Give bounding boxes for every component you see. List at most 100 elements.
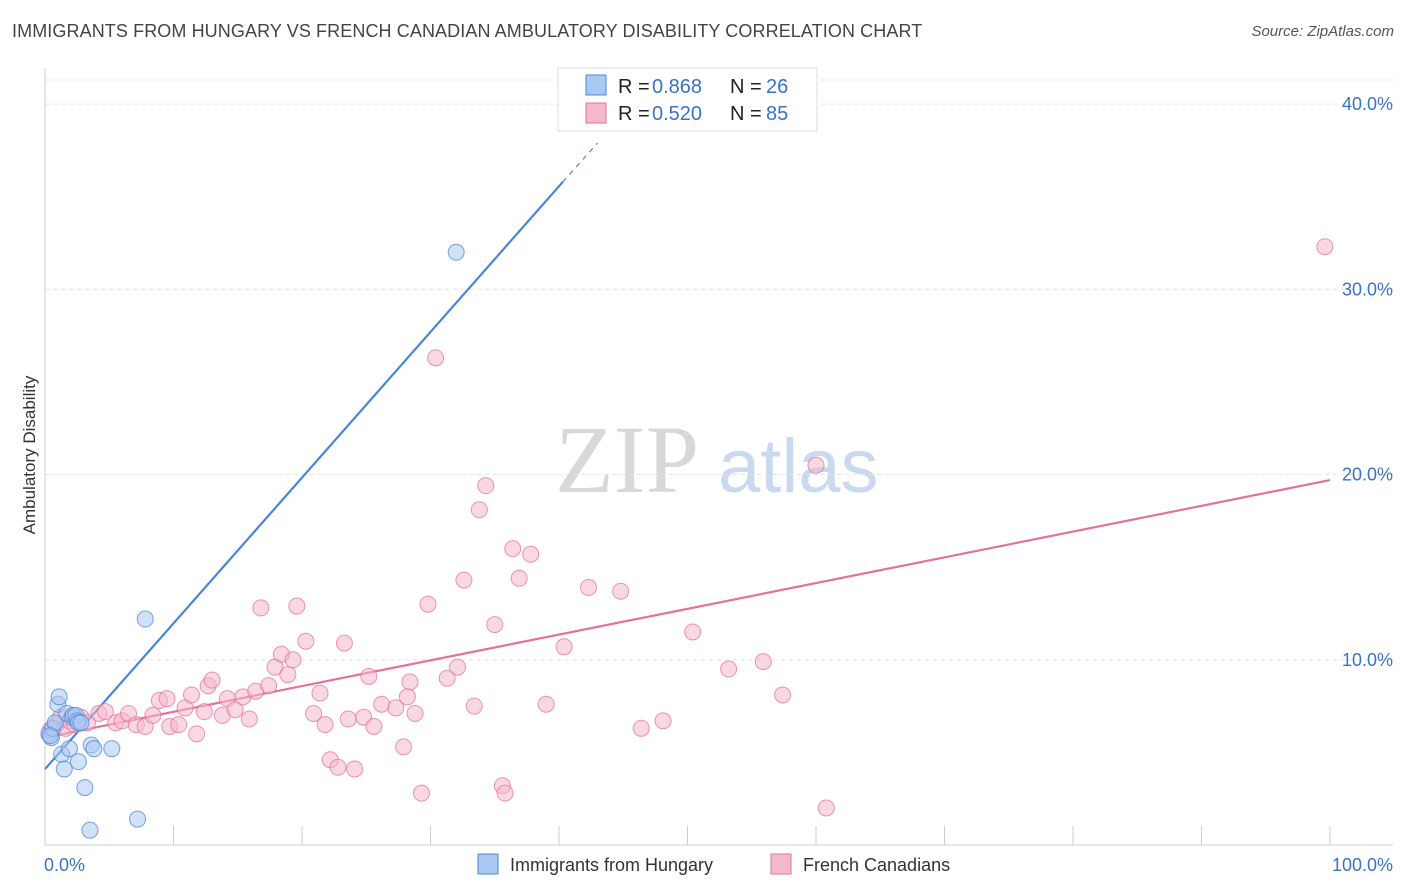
french-canadians-point: [346, 760, 364, 778]
french-canadians-point: [226, 701, 244, 719]
y-tick-labels: 10.0% 20.0% 30.0% 40.0%: [1342, 94, 1393, 670]
french-canadians-point: [365, 717, 383, 735]
french-canadians-point: [329, 758, 347, 776]
french-canadians-point: [240, 710, 258, 728]
watermark: ZIP atlas: [555, 406, 879, 513]
legend-r-value-french-canadians: 0.520: [652, 103, 702, 125]
hungary-point: [447, 243, 465, 261]
french-canadians-point: [203, 671, 221, 689]
french-canadians-point: [297, 632, 315, 650]
source-label: Source: ZipAtlas.com: [1251, 23, 1394, 40]
french-canadians-point: [401, 673, 419, 691]
french-canadians-point: [398, 688, 416, 706]
french-canadians-point: [311, 684, 329, 702]
hungary-point: [55, 760, 73, 778]
french-canadians-point: [477, 477, 495, 495]
hungary-point: [81, 821, 99, 839]
french-canadians-point: [1316, 238, 1334, 256]
french-canadians-point: [522, 545, 540, 563]
french-canadians-point: [170, 716, 188, 734]
french-canadians-point: [413, 784, 431, 802]
hungary-point: [85, 740, 103, 758]
french-canadians-point: [284, 651, 302, 669]
hungary-point: [69, 753, 87, 771]
french-canadians-point: [684, 623, 702, 641]
hungary-point: [136, 610, 154, 628]
french-canadians-point: [158, 690, 176, 708]
hungary-point: [50, 688, 68, 706]
french-canadians-point: [279, 666, 297, 684]
french-canadians-point: [182, 686, 200, 704]
french-canadians-point: [465, 697, 483, 715]
y-tick-label-20: 20.0%: [1342, 465, 1393, 485]
french-canadians-point: [360, 667, 378, 685]
french-canadians-point: [373, 695, 391, 713]
legend-swatch-french-canadians: [585, 102, 607, 124]
french-canadians-point: [395, 738, 413, 756]
legend-r-label-hungary: R =: [618, 76, 650, 98]
hungary-point: [103, 740, 121, 758]
hungary-trend-extension: [562, 142, 598, 183]
hungary-trend-line: [44, 181, 564, 770]
french-canadians-point: [654, 712, 672, 730]
series-legend: Immigrants from Hungary French Canadians: [477, 853, 950, 875]
french-canadians-point: [427, 349, 445, 367]
y-tick-label-40: 40.0%: [1342, 94, 1393, 114]
hungary-point: [72, 714, 90, 732]
hungary-point: [76, 779, 94, 797]
french-canadians-point: [419, 595, 437, 613]
french-canadians-point: [96, 703, 114, 721]
legend-n-value-hungary: 26: [766, 76, 788, 98]
french-canadians-point: [496, 784, 514, 802]
watermark-atlas: atlas: [718, 424, 879, 509]
gridlines: [45, 79, 1393, 661]
french-canadians-point: [555, 638, 573, 656]
legend-n-value-french-canadians: 85: [766, 103, 788, 125]
french-canadians-point: [195, 703, 213, 721]
french-canadians-point: [455, 571, 473, 589]
french-canadians-point: [288, 597, 306, 615]
legend-n-label-french-canadians: N =: [730, 103, 762, 125]
french-canadians-point: [632, 719, 650, 737]
correlation-legend: R = 0.868 N = 26 R = 0.520 N = 85: [557, 67, 818, 132]
french-canadians-point: [339, 710, 357, 728]
french-canadians-point: [470, 501, 488, 519]
y-tick-label-10: 10.0%: [1342, 650, 1393, 670]
french-canadians-point: [486, 616, 504, 634]
french-canadians-point: [387, 699, 405, 717]
french-canadians-point: [754, 653, 772, 671]
french-canadians-point: [537, 695, 555, 713]
legend-r-label-french-canadians: R =: [618, 103, 650, 125]
french-canadians-point: [260, 677, 278, 695]
legend-r-value-hungary: 0.868: [652, 76, 702, 98]
french-canadians-point: [406, 704, 424, 722]
french-canadians-point: [252, 599, 270, 617]
bottom-legend-label-hungary: Immigrants from Hungary: [510, 855, 713, 875]
french-canadians-point: [580, 579, 598, 597]
y-axis-title: Ambulatory Disability: [20, 375, 39, 534]
legend-swatch-hungary: [585, 74, 607, 96]
x-tick-label-min: 0.0%: [44, 855, 85, 875]
french-canadians-point: [720, 660, 738, 678]
french-canadians-point: [316, 716, 334, 734]
data-points: [40, 238, 1334, 839]
legend-n-label-hungary: N =: [730, 76, 762, 98]
x-tick-label-max: 100.0%: [1332, 855, 1393, 875]
french-canadians-point: [335, 634, 353, 652]
hungary-point: [129, 810, 147, 828]
bottom-legend-swatch-hungary: [477, 853, 499, 875]
french-canadians-point: [612, 582, 630, 600]
french-canadians-point: [504, 540, 522, 558]
french-canadians-point: [510, 569, 528, 587]
french-canadians-point: [188, 725, 206, 743]
french-canadians-point: [774, 686, 792, 704]
watermark-zip: ZIP: [555, 406, 699, 513]
axes: [44, 68, 1393, 846]
bottom-legend-swatch-french-canadians: [770, 853, 792, 875]
french-canadians-point: [817, 799, 835, 817]
french-canadians-point: [807, 456, 825, 474]
hungary-point: [41, 727, 59, 745]
bottom-legend-label-french-canadians: French Canadians: [803, 855, 950, 875]
hungary-point: [60, 740, 78, 758]
